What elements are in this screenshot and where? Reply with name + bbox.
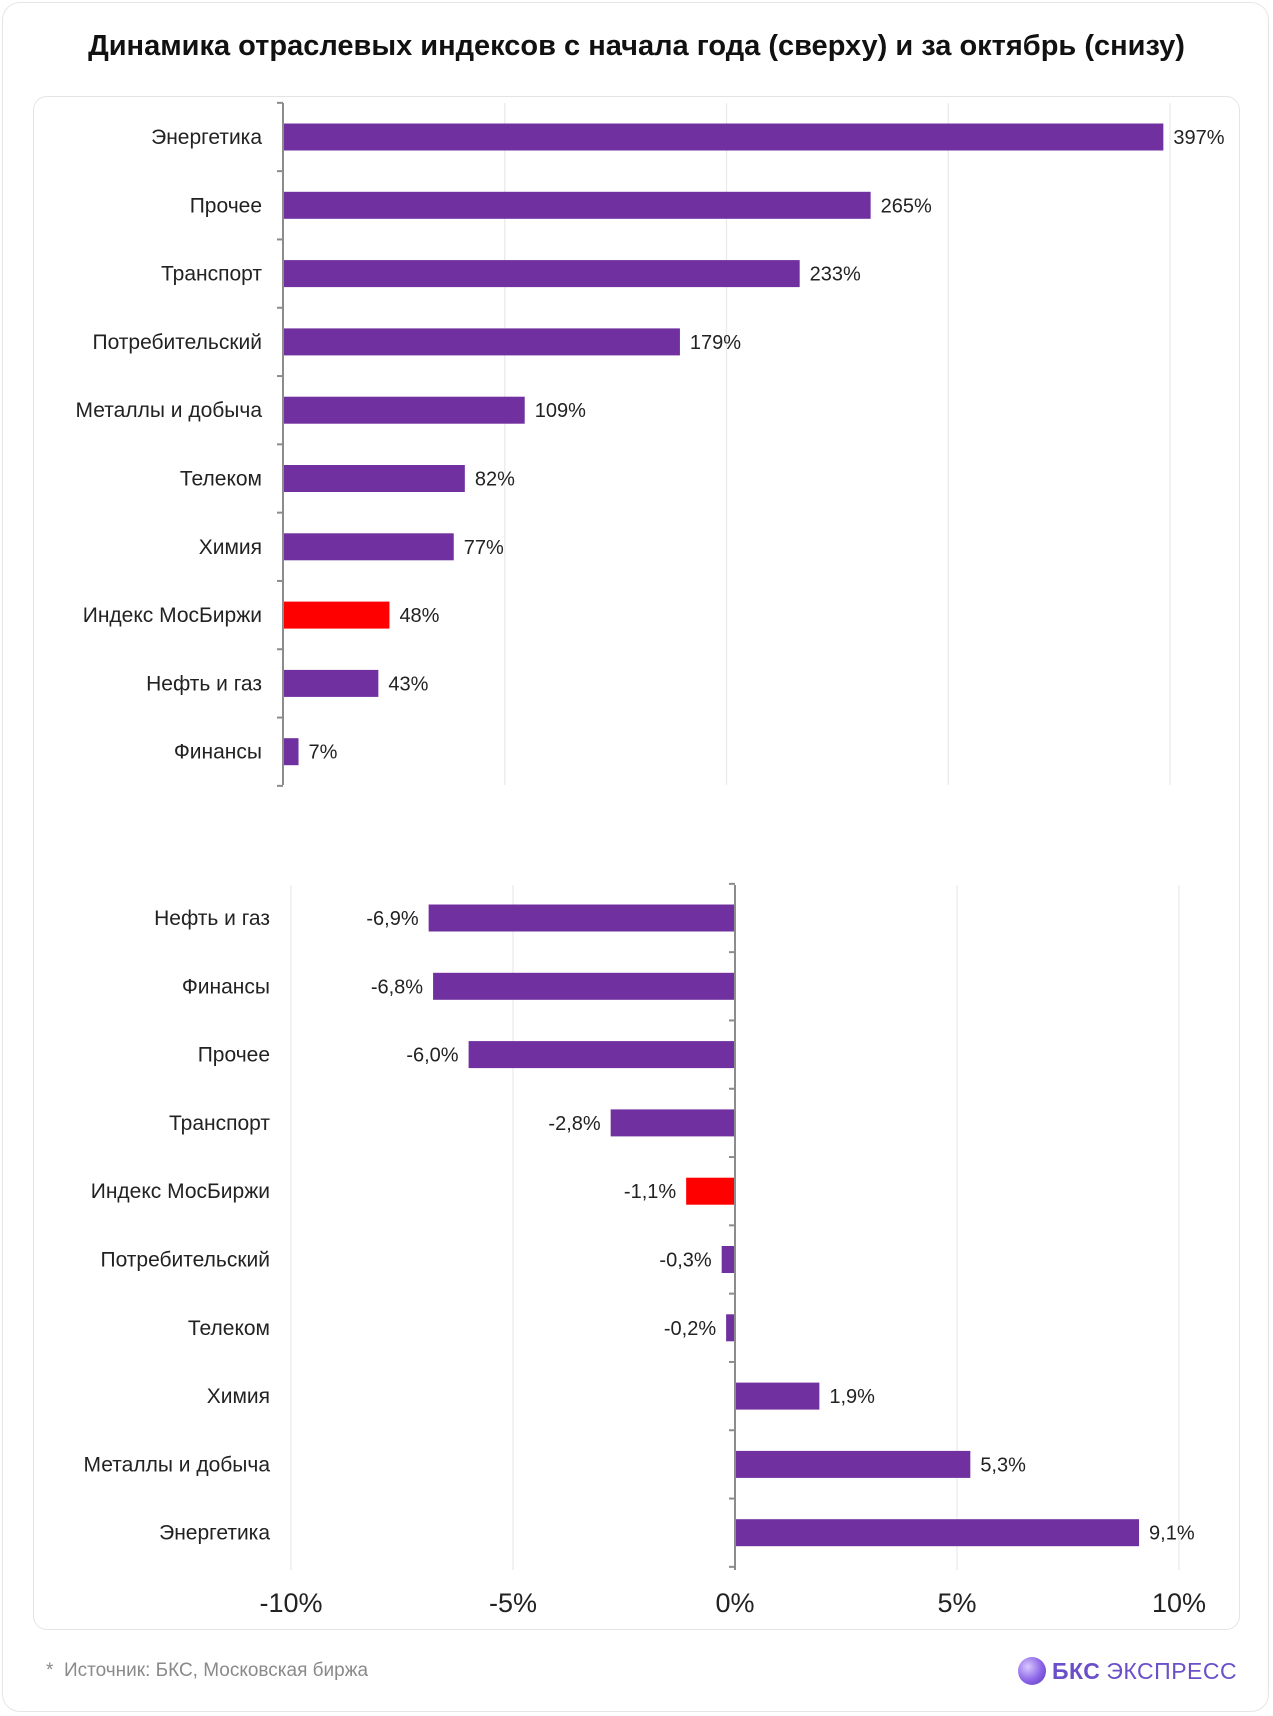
category-label: Индекс МосБиржи [83,604,262,627]
data-label: -6,8% [371,976,423,998]
october-bar-chart: Нефть и газ -6,9% Финансы -6,8% Прочее -6,0% Т… [84,882,1206,1618]
data-label: 48% [399,605,439,627]
data-label: -0,2% [664,1318,716,1340]
category-label: Индекс МосБиржи [91,1180,270,1203]
bar [283,601,390,629]
ytd-bar-chart: Энергетика 397% Прочее 265% Транспорт 233% Пот… [76,101,1225,787]
bar [428,904,735,932]
tick-label: -5% [489,1588,537,1618]
data-label: -2,8% [548,1113,600,1135]
data-label: 43% [388,673,428,695]
data-label: -6,9% [366,908,418,930]
data-label: 82% [475,469,515,491]
bar [610,1109,735,1137]
bar [283,465,465,492]
brand: БКС ЭКСПРЕСС [1018,1656,1237,1686]
bar [735,1382,820,1410]
bar [686,1177,735,1205]
bar [283,123,1164,151]
category-label: Транспорт [169,1112,270,1135]
tick-label: -10% [259,1588,322,1618]
category-label: Нефть и газ [154,907,270,930]
data-label: 233% [810,264,861,286]
category-label: Химия [199,536,262,559]
data-label: 109% [535,400,586,422]
data-label: 9,1% [1149,1523,1195,1545]
data-label: 5,3% [980,1454,1026,1476]
category-label: Энергетика [151,126,262,149]
data-label: 397% [1173,127,1224,149]
asterisk: * [46,1660,64,1681]
brand-sub: ЭКСПРЕСС [1106,1657,1238,1684]
bar [433,972,735,1000]
bar [735,1450,971,1478]
data-label: 1,9% [829,1386,875,1408]
category-label: Металлы и добыча [76,399,263,422]
data-label: -1,1% [624,1181,676,1203]
tick-label: 0% [715,1588,754,1618]
category-label: Энергетика [159,1522,270,1545]
bar [283,191,871,219]
bar [283,738,299,766]
category-label: Нефть и газ [146,672,262,695]
bar [283,260,800,288]
category-label: Потребительский [100,1249,270,1272]
category-label: Финансы [174,741,262,764]
data-label: 179% [690,332,741,354]
data-label: -0,3% [659,1250,711,1272]
bar [726,1314,735,1342]
bar [283,669,379,697]
category-label: Металлы и добыча [84,1453,271,1476]
category-label: Телеком [180,468,262,491]
data-label: -6,0% [406,1045,458,1067]
tick-label: 10% [1152,1588,1206,1618]
category-label: Потребительский [92,331,262,354]
page-title: Динамика отраслевых индексов с начала го… [88,30,1185,62]
bar [721,1246,735,1273]
bar [468,1041,735,1069]
category-label: Прочее [190,194,262,217]
tick-label: 5% [937,1588,976,1618]
category-label: Финансы [182,975,270,998]
source-text: Источник: БКС, Московская биржа [63,1660,369,1681]
bks-logo-icon [1018,1657,1046,1685]
data-label: 77% [464,537,504,559]
source-note: * Источник: БКС, Московская биржа [46,1660,368,1682]
category-label: Транспорт [161,263,262,286]
bar [283,396,525,424]
bar [283,328,680,356]
category-label: Прочее [198,1044,270,1067]
category-label: Телеком [188,1317,270,1340]
bar [735,1519,1140,1547]
data-label: 7% [309,742,338,764]
data-label: 265% [881,195,932,217]
bar [283,533,454,561]
category-label: Химия [207,1385,270,1408]
brand-name: БКС [1052,1657,1101,1684]
